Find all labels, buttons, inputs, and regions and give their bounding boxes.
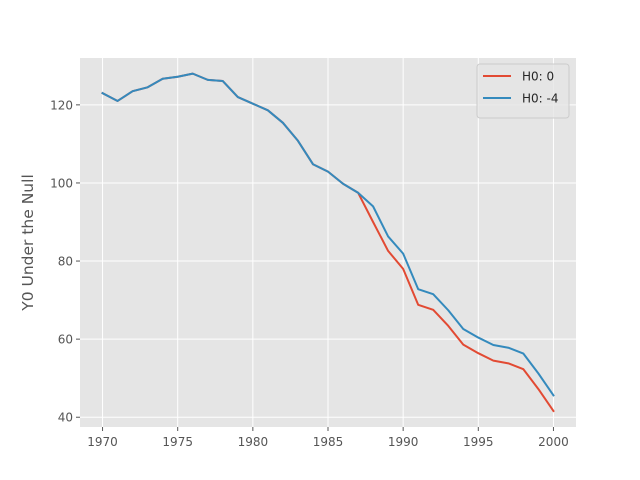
x-tick-label: 1985 xyxy=(313,435,344,449)
y-tick-label: 100 xyxy=(50,176,73,190)
x-tick-label: 2000 xyxy=(538,435,569,449)
y-tick-label: 60 xyxy=(58,333,73,347)
legend-box xyxy=(476,63,570,119)
x-axis-ticks: 1970 1975 1980 1985 1990 1995 2000 xyxy=(87,427,569,449)
x-tick-label: 1980 xyxy=(238,435,269,449)
y-tick-label: 120 xyxy=(50,98,73,112)
y-axis-ticks: 40 60 80 100 120 xyxy=(50,98,80,425)
y-tick-label: 40 xyxy=(58,411,73,425)
legend: H0: 0 H0: -4 xyxy=(476,63,570,119)
x-tick-label: 1975 xyxy=(162,435,193,449)
x-tick-label: 1970 xyxy=(87,435,118,449)
series-line-1 xyxy=(101,72,555,397)
x-tick-label: 1995 xyxy=(463,435,494,449)
legend-label-1: H0: -4 xyxy=(522,92,558,106)
y-axis-label: Y0 Under the Null xyxy=(19,174,37,312)
x-tick-label: 1990 xyxy=(388,435,419,449)
legend-label-0: H0: 0 xyxy=(522,70,554,84)
grid-lines xyxy=(80,58,576,427)
series-lines xyxy=(101,72,555,413)
y-tick-label: 80 xyxy=(58,255,73,269)
